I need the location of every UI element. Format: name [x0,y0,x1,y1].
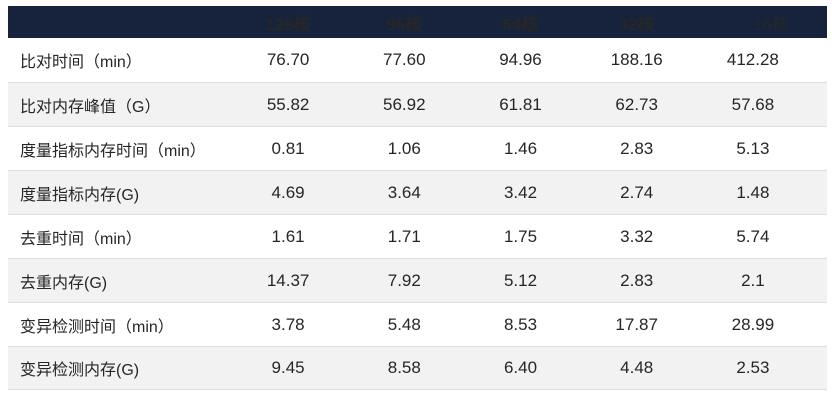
column-header-128-cores: 128核 [265,14,311,34]
cell-value: 2.1 [741,270,765,290]
cell-value: 3.78 [271,314,305,334]
cell-value: 7.92 [387,270,421,290]
cell-value: 8.53 [503,314,538,334]
row-label: 比对时间（min） [20,54,142,71]
cell-value: 5.48 [387,314,421,334]
cell-value: 3.32 [620,226,654,246]
cell-value: 1.71 [387,226,421,246]
cell-value: 1.06 [387,138,421,158]
cell-value: 62.73 [615,94,658,114]
cell-value: 1.75 [503,226,538,246]
cell-value: 14.37 [266,270,310,290]
cell-value: 2.83 [620,270,654,290]
table-row-dedup-time: 去重时间（min） 1.61 1.71 1.75 3.32 5.74 [8,214,827,258]
cell-value: 2.53 [736,358,770,377]
cell-value: 3.64 [387,182,421,202]
column-header-16-cores: 16核 [752,14,789,34]
row-label: 去重时间（min） [20,230,142,248]
cell-value: 3.42 [503,182,538,202]
row-label: 变异检测时间（min） [20,318,174,336]
cell-value: 8.58 [387,358,421,377]
cell-value: 0.81 [271,138,305,158]
column-header-96-cores: 96核 [386,14,423,34]
table-row-metric-memory: 度量指标内存(G) 4.69 3.64 3.42 2.74 1.48 [8,170,827,214]
cell-value: 5.12 [503,270,538,290]
column-header-64-cores: 64核 [502,14,539,34]
row-label: 去重内存(G) [20,274,108,292]
cell-value: 77.60 [383,50,426,69]
cell-value: 2.74 [620,182,654,202]
cell-value: 6.40 [503,358,538,377]
cell-value: 94.96 [499,50,542,69]
cell-value: 57.68 [731,94,775,114]
table-header-row: 128核 96核 64核 32核 16核 [8,6,827,38]
cell-value: 1.48 [736,182,770,202]
cell-value: 76.70 [266,50,310,69]
cell-value: 5.13 [736,138,770,158]
row-label: 度量指标内存(G) [20,186,140,204]
table-row-metric-time: 度量指标内存时间（min） 0.81 1.06 1.46 2.83 5.13 [8,126,827,170]
table-row-variant-calling-time: 变异检测时间（min） 3.78 5.48 8.53 17.87 28.99 [8,302,827,346]
row-label: 度量指标内存时间（min） [20,142,206,160]
table-row-dedup-memory: 去重内存(G) 14.37 7.92 5.12 2.83 2.1 [8,258,827,302]
cell-value: 1.46 [503,138,538,158]
cell-value: 56.92 [383,94,426,114]
cell-value: 9.45 [271,358,305,377]
table-row-alignment-time: 比对时间（min） 76.70 77.60 94.96 188.16 412.2… [8,38,827,82]
cell-value: 61.81 [499,94,542,114]
cell-value: 2.83 [620,138,654,158]
cell-value: 55.82 [266,94,310,114]
table-row-alignment-peak-memory: 比对内存峰值（G） 55.82 56.92 61.81 62.73 57.68 [8,82,827,126]
cell-value: 4.48 [620,358,654,377]
cell-value: 1.61 [271,226,305,246]
cell-value: 4.69 [271,182,305,202]
row-label: 比对内存峰值（G） [20,98,161,116]
cell-value: 188.16 [610,50,663,69]
cell-value: 412.28 [726,50,779,69]
performance-table: 128核 96核 64核 32核 16核 比对时间（min） 76.70 77.… [8,6,827,390]
column-header-32-cores: 32核 [618,14,655,34]
cell-value: 17.87 [615,314,658,334]
cell-value: 28.99 [731,314,775,334]
table-row-variant-calling-memory: 变异检测内存(G) 9.45 8.58 6.40 4.48 2.53 [8,346,827,390]
row-label: 变异检测内存(G) [20,362,140,379]
cell-value: 5.74 [736,226,770,246]
